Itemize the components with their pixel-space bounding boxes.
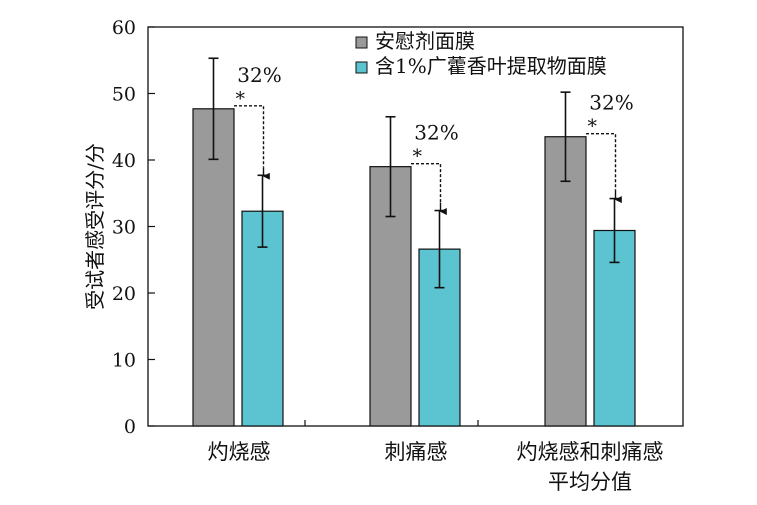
category-label: 平均分值: [548, 470, 632, 494]
significance-star: *: [236, 88, 246, 110]
bar-placebo-0: [192, 108, 235, 427]
significance-star: *: [413, 146, 423, 168]
percent-label: 32%: [237, 63, 281, 87]
y-tick-label: 10: [112, 350, 136, 372]
y-tick-label: 50: [112, 84, 136, 106]
legend-swatch: [355, 61, 368, 74]
significance-bracket: [411, 162, 442, 203]
legend-swatch: [355, 36, 368, 49]
percent-label: 32%: [589, 91, 633, 115]
category-label: 灼烧感和刺痛感: [517, 440, 664, 464]
legend-label: 安慰剂面膜: [375, 29, 475, 53]
y-tick-label: 40: [112, 150, 136, 172]
significance-bracket: [586, 133, 617, 191]
category-label: 刺痛感: [385, 440, 448, 464]
y-tick-label: 30: [112, 217, 136, 239]
legend-label: 含1%广藿香叶提取物面膜: [375, 54, 607, 78]
significance-bracket: [234, 105, 265, 168]
y-tick-label: 20: [112, 283, 136, 305]
category-label: 灼烧感: [208, 440, 271, 464]
y-tick-label: 60: [112, 17, 136, 39]
percent-label: 32%: [414, 121, 458, 145]
y-tick-label: 0: [124, 416, 136, 438]
y-axis-label: 受试者感受评分/分: [83, 143, 107, 310]
significance-star: *: [588, 116, 598, 138]
